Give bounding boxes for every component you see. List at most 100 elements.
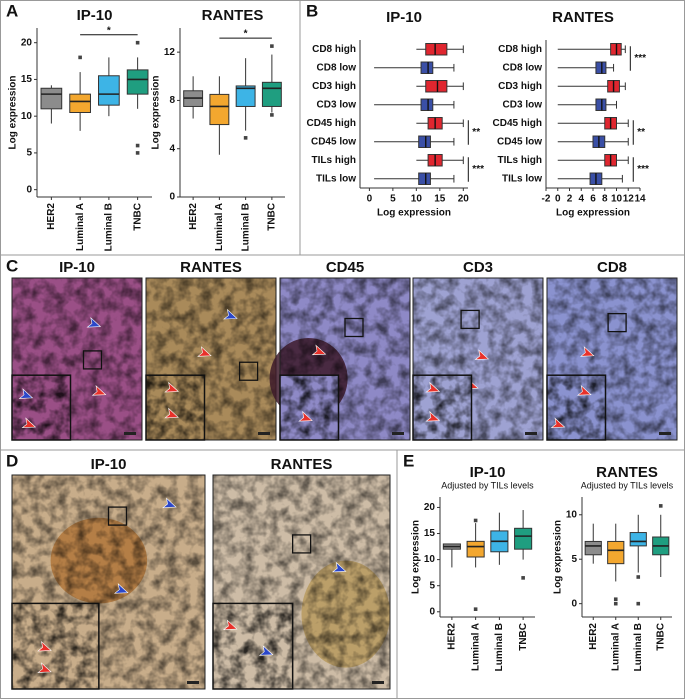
x-tick-label: HER2: [588, 623, 599, 650]
y-tick-label: 15: [424, 528, 436, 539]
texture: [12, 375, 71, 440]
outlier: [270, 113, 274, 117]
inset-border: [546, 374, 607, 441]
arrow: [550, 417, 566, 428]
significance-label: **: [472, 127, 480, 138]
x-tick-label: 2: [567, 194, 573, 205]
x-tick-label: TNBC: [267, 203, 278, 231]
arrow: [474, 349, 490, 360]
y-tick-label: 5: [571, 554, 577, 565]
texture: [146, 375, 205, 440]
x-tick-label: 14: [634, 194, 646, 205]
arrow: [579, 346, 595, 357]
x-tick-label: -2: [542, 194, 551, 205]
box: [261, 81, 282, 107]
texture: [413, 375, 472, 440]
y-tick-label: TILs low: [502, 173, 542, 184]
x-axis-label: Log expression: [377, 208, 451, 219]
panel-letter: A: [6, 1, 18, 20]
y-tick-label: CD3 low: [503, 99, 543, 110]
panel-letter: D: [6, 451, 18, 470]
x-tick-label: HER2: [188, 203, 199, 230]
y-tick-label: 0: [571, 598, 577, 609]
outlier: [78, 55, 82, 60]
inset-border: [145, 374, 206, 441]
y-tick-label: CD45 high: [307, 118, 356, 129]
x-tick-label: Luminal A: [470, 623, 481, 671]
x-tick-label: Luminal B: [240, 203, 251, 251]
scale-bar: [187, 681, 199, 684]
arrow: [197, 346, 212, 357]
image-title: RANTES: [180, 259, 242, 276]
y-tick-label: CD45 high: [493, 118, 542, 129]
x-tick-label: HER2: [447, 623, 458, 650]
chart-title: RANTES: [552, 9, 614, 26]
outlier: [636, 601, 641, 606]
image-title: RANTES: [271, 456, 333, 473]
x-tick-label: 10: [611, 194, 623, 205]
image-title: IP-10: [59, 259, 95, 276]
arrow: [425, 381, 441, 393]
arrow: [164, 381, 179, 393]
box: [420, 98, 434, 111]
arrow: [311, 344, 327, 356]
texture: [213, 603, 293, 689]
inset-border: [279, 374, 340, 441]
outlier: [613, 601, 618, 606]
scale-bar: [659, 432, 671, 435]
x-tick-label: Luminal B: [633, 623, 644, 671]
y-axis-label: Log expression: [411, 520, 422, 594]
box: [98, 75, 120, 106]
box: [466, 540, 485, 558]
significance-label: ***: [472, 164, 484, 175]
y-tick-label: 20: [424, 502, 436, 513]
x-tick-label: 8: [602, 194, 608, 205]
y-tick-label: TILs low: [316, 173, 356, 184]
outlier: [270, 44, 274, 48]
y-axis-label: Log expression: [8, 76, 19, 150]
inset-border: [212, 602, 294, 690]
outlier: [521, 576, 525, 580]
image-border: [11, 474, 206, 690]
y-tick-label: CD3 high: [498, 81, 542, 92]
inset-border: [412, 374, 473, 441]
y-tick-label: 5: [26, 148, 32, 159]
y-tick-label: CD3 low: [317, 99, 357, 110]
box: [420, 61, 434, 74]
chart-title: RANTES: [596, 464, 658, 481]
y-tick-label: 0: [429, 606, 435, 617]
image-title: IP-10: [91, 456, 127, 473]
image-border: [546, 277, 678, 441]
y-tick-label: 0: [26, 184, 32, 195]
x-tick-label: Luminal A: [75, 203, 86, 251]
chart-title: RANTES: [202, 7, 264, 24]
arrow: [298, 410, 313, 422]
y-axis-label: Log expression: [151, 76, 162, 150]
image-border: [11, 277, 143, 441]
scale-bar: [525, 432, 537, 435]
y-tick-label: CD8 low: [503, 62, 543, 73]
box: [235, 85, 256, 107]
arrow: [223, 619, 238, 631]
y-tick-label: 8: [169, 95, 175, 106]
box: [69, 93, 91, 113]
x-tick-label: 5: [390, 194, 396, 205]
arrow: [162, 497, 177, 509]
y-tick-label: 4: [169, 143, 175, 154]
x-tick-label: 0: [555, 194, 561, 205]
arrow: [37, 662, 52, 673]
x-tick-label: TNBC: [518, 623, 529, 651]
scale-bar: [392, 432, 404, 435]
x-tick-label: Luminal B: [104, 203, 115, 251]
x-tick-label: 4: [578, 194, 584, 205]
box: [40, 87, 63, 110]
x-tick-label: 12: [623, 194, 635, 205]
x-tick-label: TNBC: [655, 623, 666, 651]
y-tick-label: 10: [424, 554, 436, 565]
texture: [12, 603, 99, 689]
zoom-box: [82, 350, 103, 370]
significance-label: ***: [634, 53, 646, 64]
arrow: [258, 645, 274, 656]
arrow: [86, 316, 102, 328]
